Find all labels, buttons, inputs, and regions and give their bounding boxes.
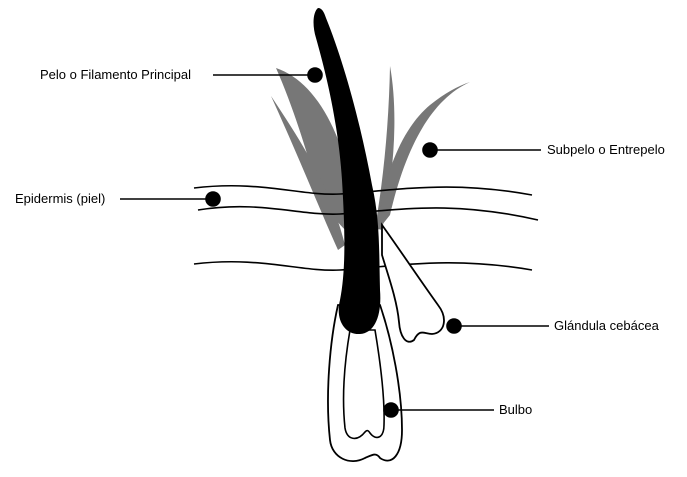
label-epidermis: Epidermis (piel) [15, 191, 106, 206]
glandula-dot [446, 318, 462, 334]
skin-line-3 [193, 260, 533, 271]
leader-lines [120, 67, 549, 418]
bulb-group [327, 304, 403, 462]
underhair-strand-right [378, 82, 470, 230]
subpelo-dot [422, 142, 438, 158]
pelo-dot [307, 67, 323, 83]
label-bulbo: Bulbo [499, 402, 533, 417]
underhair-strand-middle [375, 66, 395, 230]
underhair-strand-far-left [271, 96, 345, 250]
label-subpelo: Subpelo o Entrepelo [547, 142, 665, 157]
epidermis-dot [205, 191, 221, 207]
bulb-inner [342, 329, 385, 440]
skin-line-1 [193, 184, 533, 196]
main-hair-shaft [313, 8, 381, 335]
underhair-strand-left [276, 68, 356, 238]
skin-line-2 [197, 205, 539, 221]
label-pelo: Pelo o Filamento Principal [40, 67, 192, 82]
sebaceous-gland-shape [381, 222, 445, 343]
bulbo-dot [383, 402, 399, 418]
underhair-group [271, 66, 470, 250]
skin-lines [193, 184, 539, 271]
label-glandula: Glándula cebácea [554, 318, 659, 333]
